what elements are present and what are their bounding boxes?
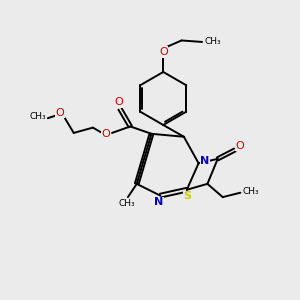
Text: O: O bbox=[55, 108, 64, 118]
Text: CH₃: CH₃ bbox=[118, 199, 135, 208]
Text: CH₃: CH₃ bbox=[205, 38, 222, 46]
Text: O: O bbox=[236, 141, 244, 151]
Text: O: O bbox=[102, 129, 110, 140]
Text: S: S bbox=[183, 191, 191, 201]
Text: N: N bbox=[154, 197, 164, 207]
Text: CH₃: CH₃ bbox=[29, 112, 46, 121]
Text: O: O bbox=[159, 47, 168, 57]
Text: O: O bbox=[114, 97, 123, 107]
Text: CH₃: CH₃ bbox=[242, 187, 259, 196]
Text: N: N bbox=[200, 156, 210, 166]
